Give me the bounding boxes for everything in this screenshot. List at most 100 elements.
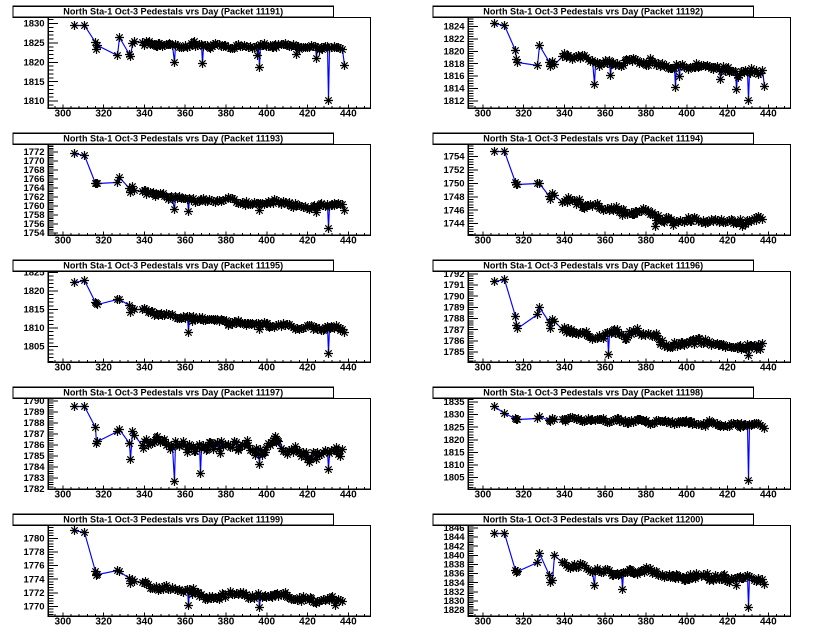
svg-text:380: 380 (218, 363, 235, 374)
svg-text:420: 420 (719, 236, 736, 247)
svg-text:1844: 1844 (443, 532, 465, 543)
svg-text:340: 340 (556, 490, 573, 501)
svg-text:1822: 1822 (443, 34, 464, 45)
svg-text:400: 400 (258, 617, 275, 628)
svg-text:1830: 1830 (443, 410, 464, 421)
svg-text:420: 420 (299, 236, 316, 247)
svg-text:360: 360 (177, 236, 194, 247)
svg-text:360: 360 (597, 617, 614, 628)
svg-text:1820: 1820 (443, 46, 464, 57)
svg-text:1820: 1820 (23, 286, 44, 297)
svg-text:1810: 1810 (23, 96, 44, 107)
svg-text:North Sta-1 Oct-3 Pedestals vr: North Sta-1 Oct-3 Pedestals vrs Day (Pac… (63, 261, 283, 271)
svg-text:440: 440 (760, 363, 777, 374)
svg-text:1789: 1789 (443, 302, 464, 313)
svg-text:340: 340 (556, 363, 573, 374)
svg-text:300: 300 (475, 109, 492, 120)
svg-text:300: 300 (55, 109, 72, 120)
svg-text:1748: 1748 (443, 192, 464, 203)
svg-text:1818: 1818 (443, 59, 464, 70)
svg-text:1754: 1754 (23, 228, 45, 239)
svg-text:420: 420 (719, 490, 736, 501)
svg-text:320: 320 (95, 617, 112, 628)
svg-text:1782: 1782 (23, 484, 44, 495)
svg-text:340: 340 (556, 236, 573, 247)
svg-text:1805: 1805 (23, 342, 45, 353)
svg-text:300: 300 (475, 490, 492, 501)
svg-text:300: 300 (55, 236, 72, 247)
svg-text:300: 300 (475, 363, 492, 374)
svg-text:1815: 1815 (23, 305, 45, 316)
svg-text:340: 340 (136, 490, 153, 501)
svg-text:1786: 1786 (23, 440, 44, 451)
svg-text:1764: 1764 (23, 183, 45, 194)
svg-text:320: 320 (515, 109, 532, 120)
svg-text:440: 440 (340, 109, 357, 120)
svg-text:420: 420 (299, 109, 316, 120)
svg-text:440: 440 (760, 109, 777, 120)
svg-text:1787: 1787 (443, 325, 464, 336)
svg-text:North Sta-1 Oct-3 Pedestals vr: North Sta-1 Oct-3 Pedestals vrs Day (Pac… (483, 134, 703, 144)
svg-text:North Sta-1 Oct-3 Pedestals vr: North Sta-1 Oct-3 Pedestals vrs Day (Pac… (483, 7, 703, 17)
svg-text:360: 360 (597, 490, 614, 501)
svg-text:420: 420 (719, 363, 736, 374)
svg-text:340: 340 (556, 617, 573, 628)
svg-text:1789: 1789 (23, 407, 44, 418)
svg-text:320: 320 (95, 490, 112, 501)
svg-text:1768: 1768 (23, 165, 44, 176)
svg-text:400: 400 (258, 363, 275, 374)
svg-text:1842: 1842 (443, 541, 464, 552)
svg-text:1825: 1825 (23, 38, 45, 49)
svg-text:1805: 1805 (443, 473, 465, 484)
svg-text:1830: 1830 (23, 19, 44, 30)
svg-text:1785: 1785 (443, 347, 465, 358)
svg-text:440: 440 (340, 490, 357, 501)
svg-text:380: 380 (218, 490, 235, 501)
svg-text:1815: 1815 (23, 77, 45, 88)
svg-text:1836: 1836 (443, 569, 464, 580)
svg-text:320: 320 (95, 236, 112, 247)
svg-text:1770: 1770 (23, 156, 44, 167)
svg-text:400: 400 (258, 236, 275, 247)
svg-text:1834: 1834 (443, 578, 465, 589)
svg-text:440: 440 (760, 490, 777, 501)
svg-text:1824: 1824 (443, 21, 465, 32)
svg-text:440: 440 (760, 617, 777, 628)
svg-text:1752: 1752 (443, 165, 464, 176)
svg-text:360: 360 (597, 363, 614, 374)
svg-text:1785: 1785 (23, 451, 45, 462)
svg-text:1787: 1787 (23, 429, 44, 440)
svg-text:1786: 1786 (443, 336, 464, 347)
svg-text:320: 320 (95, 109, 112, 120)
svg-text:1814: 1814 (443, 84, 465, 95)
svg-text:320: 320 (515, 490, 532, 501)
svg-text:360: 360 (177, 617, 194, 628)
svg-text:420: 420 (299, 617, 316, 628)
svg-text:1750: 1750 (443, 179, 464, 190)
svg-text:North Sta-1 Oct-3 Pedestals vr: North Sta-1 Oct-3 Pedestals vrs Day (Pac… (63, 134, 283, 144)
svg-text:320: 320 (515, 363, 532, 374)
svg-text:1766: 1766 (23, 174, 44, 185)
svg-text:1810: 1810 (443, 460, 464, 471)
svg-text:1772: 1772 (23, 588, 44, 599)
svg-text:440: 440 (340, 617, 357, 628)
svg-text:1746: 1746 (443, 205, 464, 216)
svg-text:400: 400 (678, 490, 695, 501)
svg-text:340: 340 (136, 236, 153, 247)
svg-text:440: 440 (760, 236, 777, 247)
svg-text:440: 440 (340, 363, 357, 374)
svg-text:1762: 1762 (23, 192, 44, 203)
svg-text:400: 400 (678, 363, 695, 374)
svg-text:380: 380 (218, 617, 235, 628)
svg-text:1756: 1756 (23, 219, 44, 230)
svg-text:300: 300 (475, 236, 492, 247)
svg-text:1830: 1830 (443, 596, 464, 607)
svg-text:320: 320 (95, 363, 112, 374)
svg-text:1760: 1760 (23, 201, 44, 212)
svg-text:380: 380 (638, 236, 655, 247)
svg-text:400: 400 (678, 236, 695, 247)
svg-text:1778: 1778 (23, 547, 44, 558)
svg-text:420: 420 (719, 617, 736, 628)
svg-text:1832: 1832 (443, 587, 464, 598)
svg-text:1846: 1846 (443, 523, 464, 534)
